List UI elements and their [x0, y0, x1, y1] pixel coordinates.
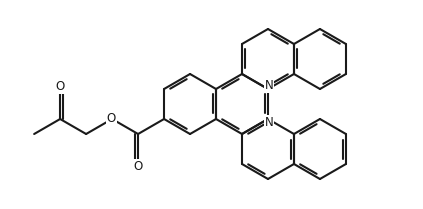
Text: N: N — [265, 116, 273, 129]
Text: N: N — [265, 79, 273, 93]
Text: O: O — [133, 159, 143, 172]
Text: O: O — [107, 112, 116, 125]
Text: O: O — [55, 80, 65, 93]
